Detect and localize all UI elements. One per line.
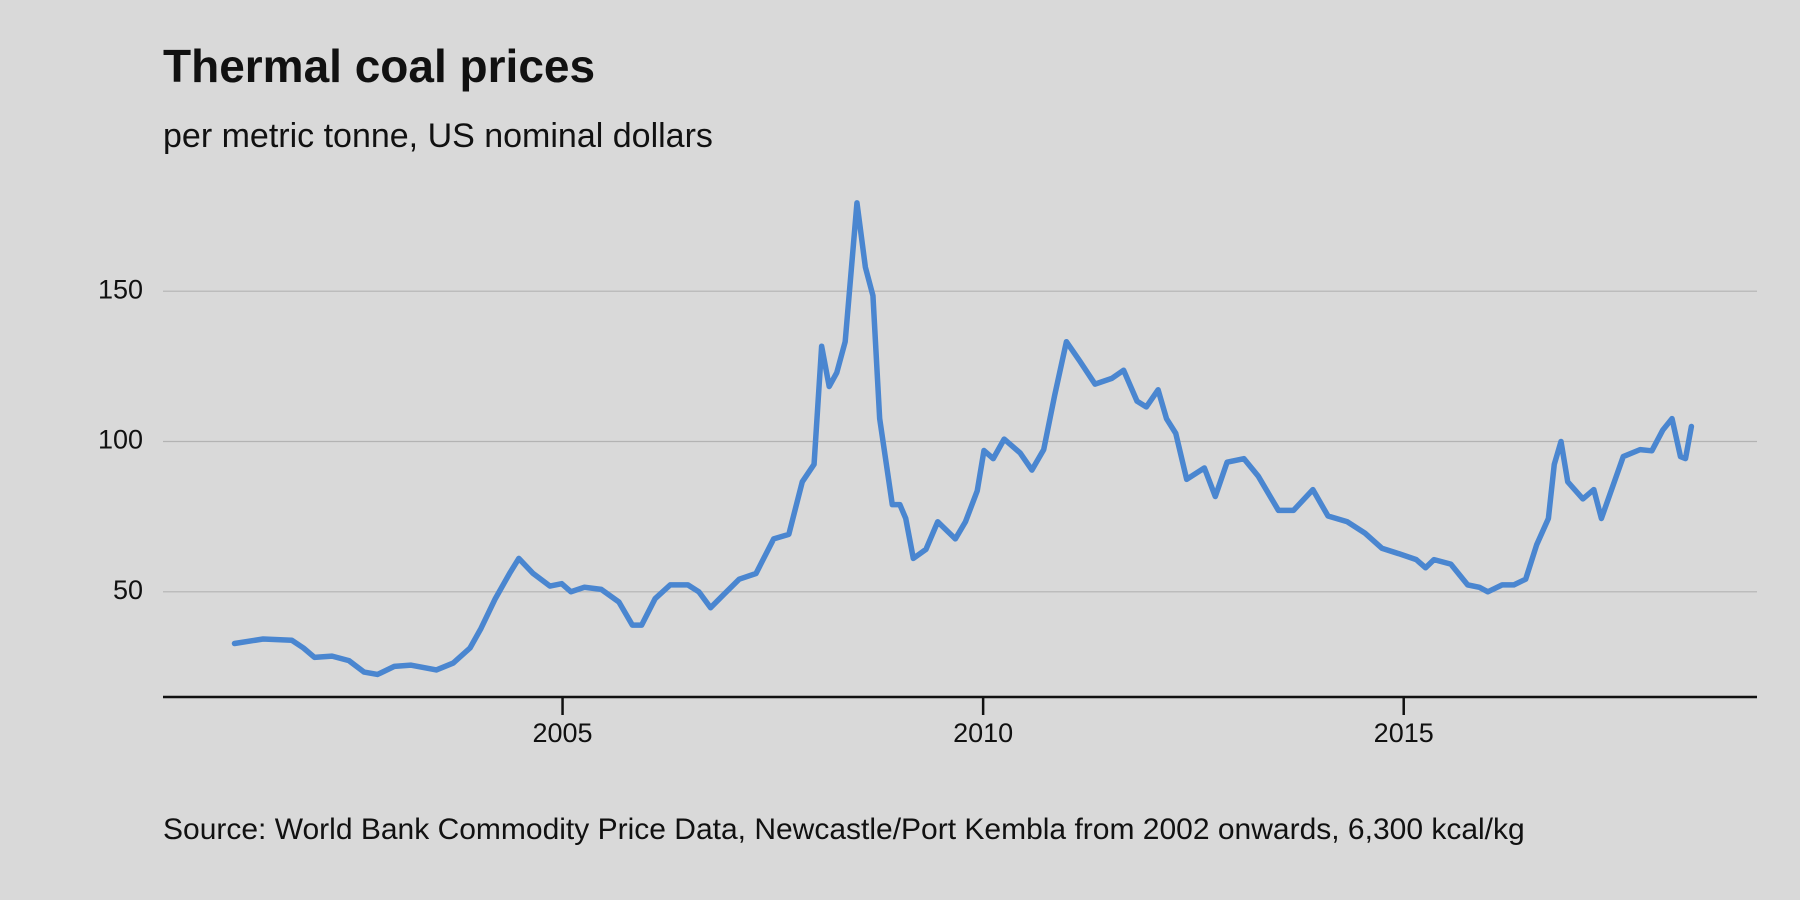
x-tick-label: 2005 bbox=[533, 718, 593, 748]
x-tick-label: 2015 bbox=[1374, 718, 1434, 748]
y-tick-label: 150 bbox=[98, 274, 143, 304]
source-note: Source: World Bank Commodity Price Data,… bbox=[163, 813, 1525, 846]
x-tick-label: 2010 bbox=[953, 718, 1013, 748]
chart-title: Thermal coal prices bbox=[163, 40, 595, 92]
chart-subtitle: per metric tonne, US nominal dollars bbox=[163, 117, 713, 155]
price-line bbox=[231, 200, 1695, 678]
y-tick-label: 100 bbox=[98, 425, 143, 455]
y-tick-label: 50 bbox=[113, 575, 143, 605]
